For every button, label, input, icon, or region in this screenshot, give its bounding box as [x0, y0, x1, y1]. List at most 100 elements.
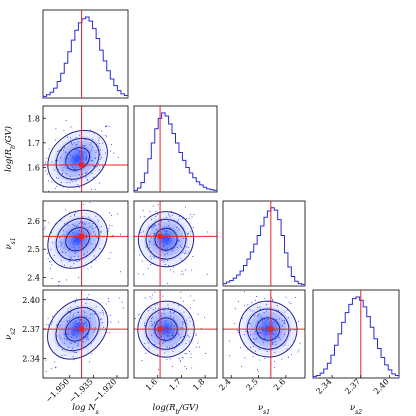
sample-point — [237, 329, 239, 331]
sample-point — [257, 307, 258, 309]
sample-point — [167, 304, 169, 306]
sample-point — [294, 329, 296, 331]
sample-point — [262, 320, 263, 322]
sample-point — [180, 273, 182, 275]
sample-point — [83, 323, 85, 324]
sample-point — [190, 353, 192, 355]
sample-point — [279, 339, 281, 341]
sample-point — [183, 311, 185, 313]
sample-point — [204, 353, 206, 354]
sample-point — [102, 166, 104, 168]
sample-point — [74, 301, 76, 303]
sample-point — [59, 281, 61, 282]
scatter-panel-logNs-nu1 — [42, 200, 129, 287]
density-level — [71, 152, 85, 166]
sample-point — [72, 224, 74, 226]
sample-point — [154, 224, 156, 226]
sample-point — [77, 238, 79, 240]
sample-point — [192, 256, 194, 257]
sample-point — [278, 309, 280, 311]
sample-point — [74, 170, 76, 172]
sample-point — [143, 322, 145, 324]
sample-point — [63, 130, 65, 132]
sample-point — [120, 233, 121, 235]
sample-point — [284, 311, 286, 313]
sample-point — [108, 126, 110, 127]
sample-point — [85, 336, 87, 338]
sample-point — [246, 310, 248, 312]
sample-point — [72, 243, 74, 245]
x-tick-label: 2.40 — [372, 377, 391, 396]
sample-point — [74, 213, 76, 215]
sample-point — [121, 251, 122, 252]
sample-points — [42, 120, 119, 195]
sample-point — [108, 298, 109, 300]
x-tick-label: 1.8 — [191, 377, 206, 392]
sample-point — [42, 194, 43, 195]
sample-point — [60, 245, 62, 247]
sample-point — [182, 323, 184, 325]
sample-point — [74, 322, 76, 324]
histogram-panel-logNs — [42, 9, 129, 99]
sample-point — [180, 327, 182, 329]
sample-point — [182, 273, 184, 275]
sample-point — [82, 221, 84, 223]
sample-point — [86, 336, 88, 338]
sample-point — [148, 234, 150, 236]
sample-point — [185, 269, 187, 271]
sample-point — [191, 367, 193, 369]
sample-point — [171, 334, 173, 336]
sample-point — [94, 327, 96, 329]
sample-point — [66, 136, 68, 138]
sample-point — [70, 265, 72, 267]
sample-point — [167, 253, 169, 255]
sample-point — [253, 333, 255, 335]
panel-frame — [222, 289, 306, 379]
sample-point — [168, 214, 170, 216]
sample-point — [62, 251, 64, 253]
sample-point — [89, 144, 91, 146]
sample-point — [165, 231, 167, 233]
sample-point — [93, 313, 95, 315]
sample-point — [58, 178, 60, 179]
y-axis-label-logRb: log(Rb/GV) — [3, 126, 17, 172]
sample-point — [228, 355, 230, 357]
sample-point — [99, 312, 101, 314]
sample-point — [185, 206, 186, 208]
sample-point — [250, 334, 251, 336]
sample-point — [148, 347, 150, 349]
sample-point — [94, 313, 96, 315]
sample-point — [94, 234, 96, 236]
sample-point — [111, 225, 113, 227]
sample-point — [184, 253, 186, 255]
y-tick-label: 2.37 — [22, 325, 40, 334]
y-tick-label: 2.40 — [22, 296, 40, 305]
sample-point — [83, 223, 85, 225]
sample-point — [48, 222, 50, 224]
sample-point — [189, 295, 191, 297]
sample-point — [272, 337, 274, 339]
contour-2 — [145, 308, 187, 350]
sample-point — [177, 246, 179, 248]
sample-point — [149, 296, 151, 298]
sample-point — [89, 361, 91, 363]
sample-point — [181, 327, 183, 329]
sample-point — [152, 316, 153, 318]
sample-point — [94, 310, 96, 312]
sample-point — [82, 204, 84, 205]
sample-point — [290, 330, 291, 332]
sample-point — [66, 181, 68, 183]
sample-point — [180, 337, 182, 338]
sample-point — [80, 151, 82, 153]
sample-point — [197, 313, 199, 315]
x-tick-label: 2.4 — [217, 377, 232, 392]
sample-point — [275, 323, 277, 325]
contour-3 — [238, 300, 298, 358]
panel-frame — [222, 200, 306, 287]
sample-point — [82, 216, 84, 218]
sample-point — [284, 344, 286, 346]
sample-point — [117, 216, 118, 217]
sample-point — [46, 157, 48, 159]
sample-point — [102, 142, 104, 144]
sample-point — [154, 291, 156, 293]
